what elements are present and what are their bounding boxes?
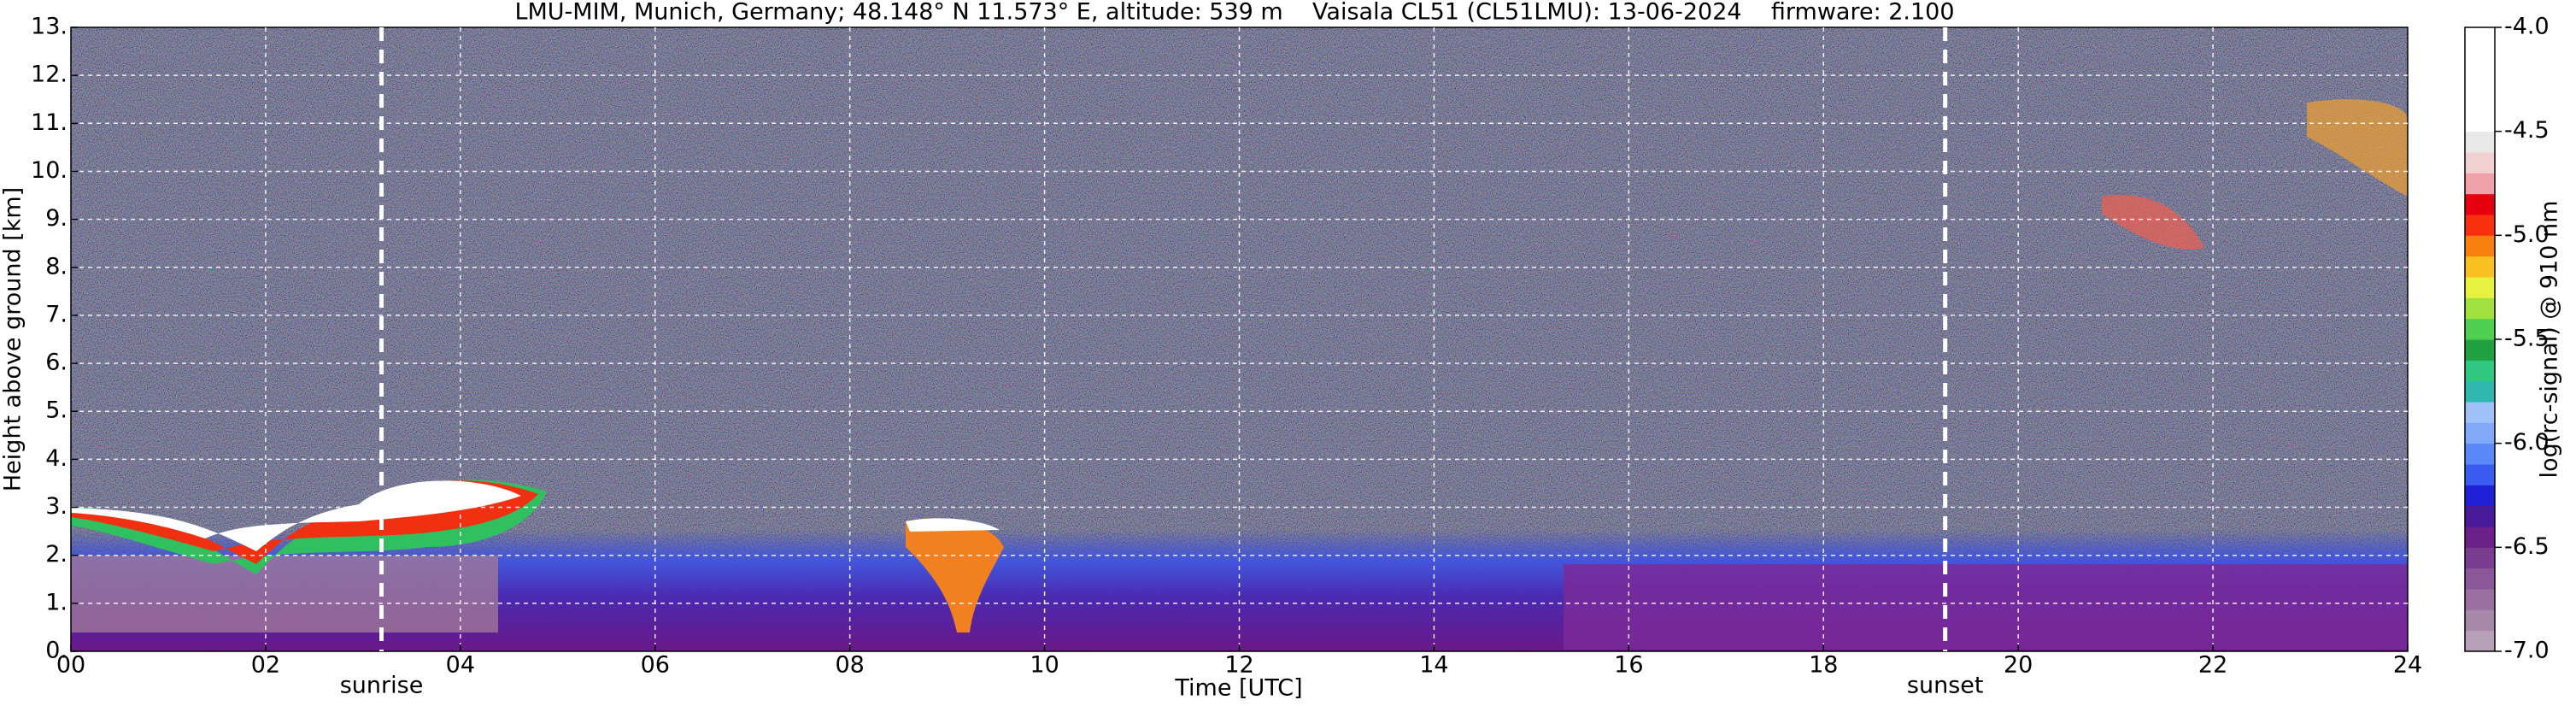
x-tick-label: 06 xyxy=(641,652,670,679)
y-axis-label: Height above ground [km] xyxy=(0,187,26,491)
cirrus xyxy=(2102,195,2204,250)
x-tick-label: 12 xyxy=(1224,652,1253,679)
colorbar-label: log(rc-signal) @ 910 nm xyxy=(2537,201,2563,479)
x-tick-label: 24 xyxy=(2393,652,2422,679)
convective-cloud xyxy=(906,518,1004,632)
colorbar-segment xyxy=(2465,443,2495,465)
colorbar-tick-label: -7.0 xyxy=(2504,638,2550,664)
x-tick-label: 08 xyxy=(835,652,864,679)
colorbar-segment xyxy=(2465,27,2495,49)
y-tick-label: 5. xyxy=(45,397,67,424)
colorbar-segment xyxy=(2465,547,2495,569)
colorbar-segment xyxy=(2465,568,2495,590)
colorbar-tick-label: -4.5 xyxy=(2504,117,2550,144)
y-tick-label: 4. xyxy=(45,445,67,472)
colorbar-segment xyxy=(2465,318,2495,340)
colorbar-tick-label: -6.0 xyxy=(2504,429,2550,456)
x-axis-label: Time [UTC] xyxy=(1174,675,1302,702)
y-tick-label: 8. xyxy=(45,253,67,279)
colorbar-segment xyxy=(2465,110,2495,132)
x-tick-label: 18 xyxy=(1809,652,1838,679)
x-tick-label: 14 xyxy=(1419,652,1448,679)
colorbar-segment xyxy=(2465,464,2495,485)
x-tick-label: 22 xyxy=(2198,652,2227,679)
y-tick-label: 10. xyxy=(31,157,67,184)
residual-layer xyxy=(71,556,498,632)
y-tick-label: 13. xyxy=(31,14,67,40)
colorbar-segment xyxy=(2465,277,2495,298)
colorbar-segment xyxy=(2465,131,2495,153)
colorbar-segment xyxy=(2465,152,2495,174)
colorbar-segment xyxy=(2465,193,2495,215)
colorbar-segment xyxy=(2465,609,2495,632)
colorbar-segment xyxy=(2465,527,2495,548)
colorbar-segment xyxy=(2465,505,2495,527)
x-tick-label: 04 xyxy=(446,652,475,679)
y-tick-label: 11. xyxy=(31,109,67,136)
colorbar-tick-label: -4.0 xyxy=(2504,14,2550,40)
x-tick-label: 16 xyxy=(1614,652,1643,679)
y-tick-label: 1. xyxy=(45,589,67,615)
y-tick-label: 6. xyxy=(45,350,67,376)
x-tick-label: 02 xyxy=(251,652,280,679)
colorbar-tick-label: -5.0 xyxy=(2504,221,2550,248)
chart-title: LMU-MIM, Munich, Germany; 48.148° N 11.5… xyxy=(514,0,1954,26)
colorbar-segment xyxy=(2465,422,2495,444)
y-tick-label: 3. xyxy=(45,493,67,520)
x-tick-label: 20 xyxy=(2004,652,2033,679)
colorbar-segment xyxy=(2465,215,2495,236)
colorbar-segment xyxy=(2465,402,2495,423)
colorbar-segment xyxy=(2465,173,2495,195)
colorbar-segment xyxy=(2465,485,2495,507)
x-tick-label: 00 xyxy=(56,652,85,679)
colorbar-segment xyxy=(2465,380,2495,403)
x-tick-label: 10 xyxy=(1030,652,1059,679)
colorbar-segment xyxy=(2465,589,2495,610)
y-tick-label: 12. xyxy=(31,62,67,88)
colorbar-tick-label: -5.5 xyxy=(2504,326,2550,352)
cloud-top xyxy=(71,480,521,551)
y-tick-label: 0. xyxy=(45,638,67,664)
colorbar-segment xyxy=(2465,48,2495,70)
colorbar-segment xyxy=(2465,256,2495,278)
colorbar-segment xyxy=(2465,235,2495,257)
y-tick-label: 2. xyxy=(45,541,67,568)
y-tick-label: 9. xyxy=(45,205,67,232)
cirrus xyxy=(2307,99,2408,197)
colorbar-segment xyxy=(2465,90,2495,111)
colorbar-tick-label: -6.5 xyxy=(2504,533,2550,560)
annotation-label: sunset xyxy=(1907,673,1984,699)
annotation-label: sunrise xyxy=(340,673,424,699)
convective-top xyxy=(906,518,1000,532)
y-tick-label: 7. xyxy=(45,301,67,327)
colorbar-segment xyxy=(2465,360,2495,382)
colorbar-segment xyxy=(2465,630,2495,652)
colorbar-segment xyxy=(2465,339,2495,361)
colorbar-segment xyxy=(2465,297,2495,320)
evening-layer xyxy=(1564,564,2408,650)
colorbar-segment xyxy=(2465,68,2495,91)
